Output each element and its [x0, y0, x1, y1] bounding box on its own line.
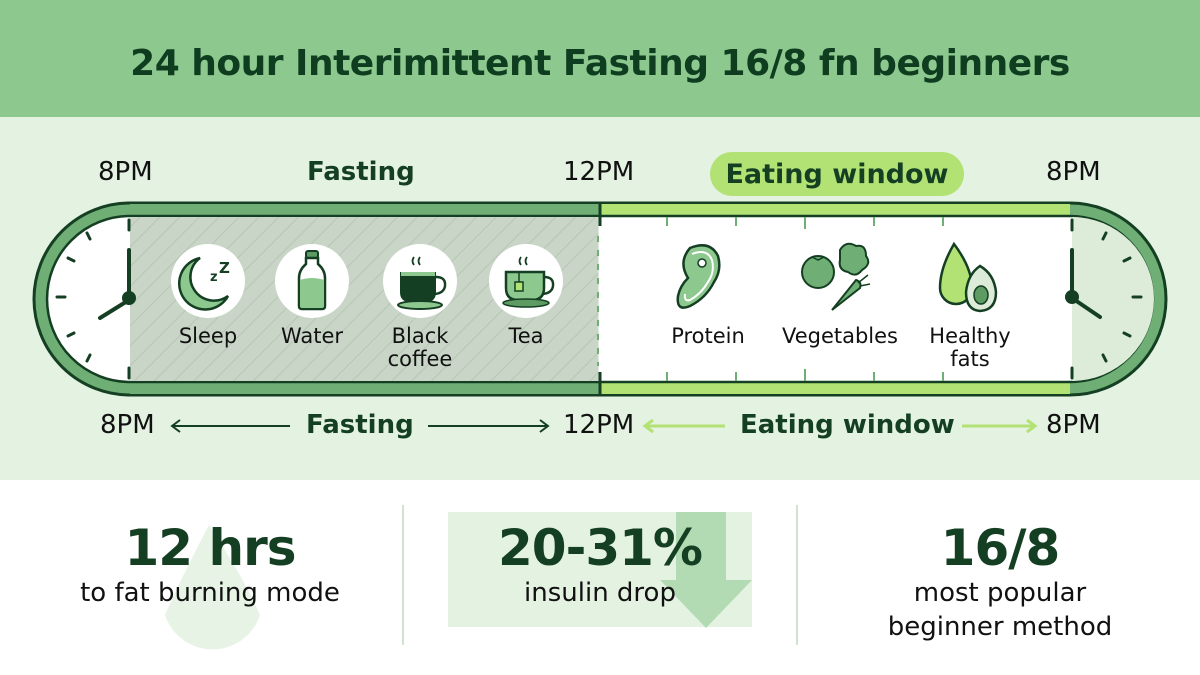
eating-arrow-left [642, 418, 725, 434]
svg-text:Z: Z [219, 259, 230, 277]
avocado-oil-drop-icon [938, 241, 998, 313]
item-label-line2: fats [950, 347, 990, 371]
stat-value: 20-31% [497, 519, 703, 577]
eating-arrow-right [962, 418, 1038, 434]
top-end-time: 8PM [1046, 157, 1101, 187]
bottom-fasting-label: Fasting [306, 410, 414, 440]
top-fasting-label: Fasting [307, 157, 415, 187]
item-label-line2: coffee [387, 347, 453, 371]
top-start-time: 8PM [98, 157, 153, 187]
stat-divider [402, 505, 404, 645]
item-label: Vegetables [781, 324, 899, 348]
bottom-mid-time: 12PM [563, 410, 635, 440]
item-label: Healthy [929, 324, 1011, 348]
fasting-arrow-right [428, 419, 550, 433]
eating-item-healthy-fats: Healthy fats [918, 325, 1022, 371]
drop-watermark-icon [165, 525, 260, 650]
stat-value: 12 hrs [124, 519, 296, 577]
tea-cup-icon [489, 244, 563, 318]
stat-caption: most popular [913, 578, 1087, 608]
eating-window-badge: Eating window [710, 152, 964, 196]
svg-text:z: z [210, 270, 218, 285]
item-label: Protein [671, 324, 745, 348]
item-label: Tea [508, 324, 544, 348]
right-clock-icon [1065, 218, 1143, 380]
stat-insulin-drop: 20-31% insulin drop [430, 520, 770, 610]
stat-16-8-method: 16/8 most popular beginner method [830, 520, 1170, 644]
fasting-item-black-coffee: Black coffee [375, 325, 465, 371]
down-arrow-icon [660, 512, 752, 628]
vegetables-icon [801, 242, 871, 311]
fasting-item-water: Water [272, 325, 352, 348]
stat-divider [796, 505, 798, 645]
fasting-arrow-left [170, 419, 290, 433]
coffee-cup-icon [383, 244, 457, 318]
steak-protein-icon [676, 244, 721, 309]
item-label: Black [391, 324, 449, 348]
bottom-eating-window-label: Eating window [740, 410, 955, 440]
item-label: Sleep [178, 324, 238, 348]
fasting-item-tea: Tea [486, 325, 566, 348]
eating-item-vegetables: Vegetables [772, 325, 908, 348]
top-mid-time: 12PM [563, 157, 635, 187]
moon-sleep-icon: z Z [171, 244, 245, 318]
stat-caption: to fat burning mode [80, 578, 340, 608]
stat-fat-burning: 12 hrs to fat burning mode [40, 520, 380, 610]
left-clock-icon [55, 218, 136, 380]
stat-caption-line2: beginner method [887, 612, 1113, 642]
eating-item-protein: Protein [658, 325, 758, 348]
bottom-end-time: 8PM [1046, 410, 1101, 440]
bottom-start-time: 8PM [100, 410, 155, 440]
header-banner: 24 hour Interimittent Fasting 16/8 fn be… [0, 0, 1200, 117]
page-title: 24 hour Interimittent Fasting 16/8 fn be… [130, 43, 1070, 84]
stat-value: 16/8 [940, 519, 1061, 577]
fasting-item-sleep: Sleep [168, 325, 248, 348]
stat-caption: insulin drop [524, 578, 676, 608]
item-label: Water [280, 324, 344, 348]
water-bottle-icon [275, 244, 349, 318]
